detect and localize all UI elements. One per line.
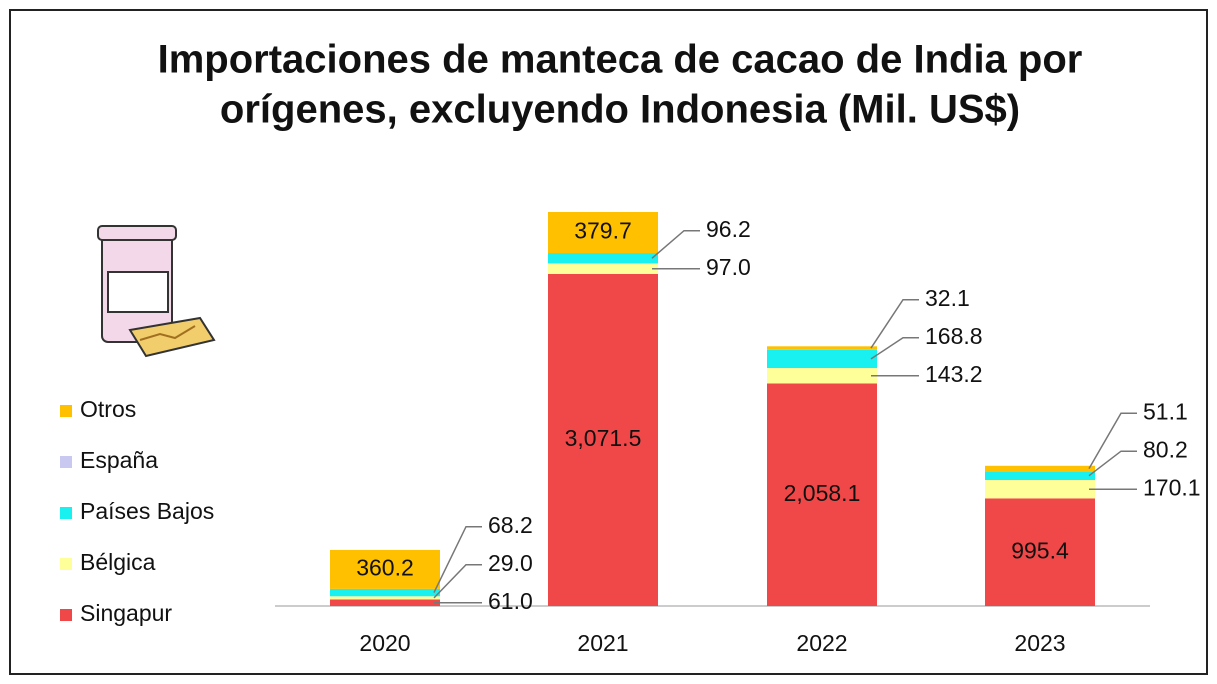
legend-swatch <box>60 405 72 417</box>
bar-segment <box>767 346 877 349</box>
data-label: 96.2 <box>706 216 751 242</box>
data-label: 32.1 <box>925 285 970 311</box>
bar-segment <box>548 253 658 263</box>
data-label: 360.2 <box>356 555 414 581</box>
bar-segment <box>548 263 658 273</box>
data-label: 2,058.1 <box>784 480 861 506</box>
legend-label: España <box>80 447 158 473</box>
bar-segment <box>767 350 877 368</box>
chart: Importaciones de manteca de cacao de Ind… <box>0 0 1217 684</box>
legend-swatch <box>60 558 72 570</box>
legend-swatch <box>60 507 72 519</box>
data-label: 51.1 <box>1143 398 1188 424</box>
bar-segment <box>330 599 440 606</box>
bar-segment <box>985 480 1095 498</box>
bar-segment <box>985 471 1095 480</box>
data-label: 170.1 <box>1143 474 1201 500</box>
data-label: 61.0 <box>488 588 533 614</box>
legend-swatch <box>60 456 72 468</box>
data-label: 379.7 <box>574 218 632 244</box>
data-label: 29.0 <box>488 550 533 576</box>
data-label: 80.2 <box>1143 436 1188 462</box>
chart-title: Importaciones de manteca de cacao de Ind… <box>158 38 1083 82</box>
x-tick-label: 2022 <box>796 630 847 656</box>
legend-label: Otros <box>80 396 136 422</box>
x-tick-label: 2023 <box>1014 630 1065 656</box>
bar-segment <box>767 368 877 383</box>
x-tick-label: 2021 <box>577 630 628 656</box>
bar-segment <box>985 466 1095 472</box>
legend-swatch <box>60 609 72 621</box>
bar-segment <box>330 589 440 596</box>
legend-label: Singapur <box>80 600 172 626</box>
data-label: 995.4 <box>1011 537 1069 563</box>
chart-title: orígenes, excluyendo Indonesia (Mil. US$… <box>220 88 1020 132</box>
legend-label: Bélgica <box>80 549 156 575</box>
data-label: 168.8 <box>925 323 983 349</box>
data-label: 143.2 <box>925 361 983 387</box>
legend-label: Países Bajos <box>80 498 214 524</box>
data-label: 68.2 <box>488 512 533 538</box>
bar-segment <box>330 596 440 599</box>
data-label: 3,071.5 <box>565 425 642 451</box>
x-tick-label: 2020 <box>359 630 410 656</box>
data-label: 97.0 <box>706 254 751 280</box>
